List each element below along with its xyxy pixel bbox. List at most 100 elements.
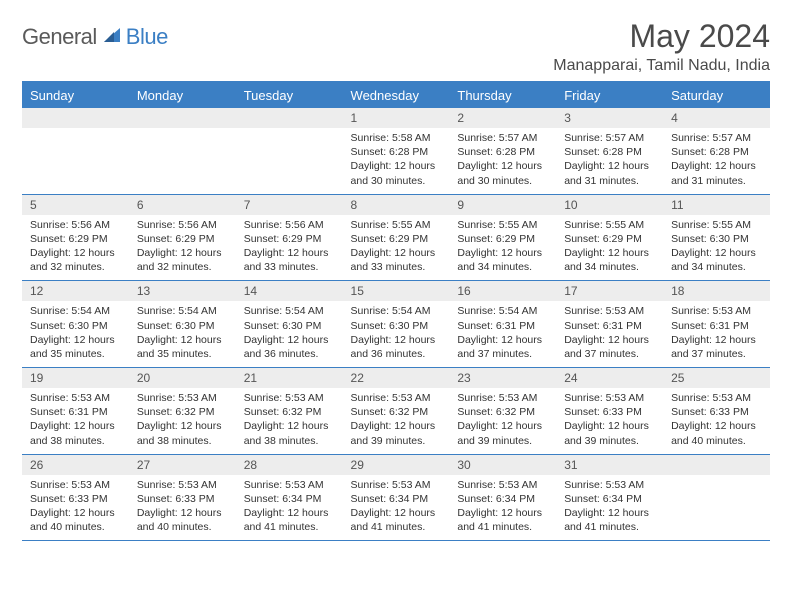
daylight-line: Daylight: 12 hours and 40 minutes. [137,506,228,534]
sunrise-line: Sunrise: 5:58 AM [351,131,442,145]
day-details: Sunrise: 5:56 AMSunset: 6:29 PMDaylight:… [22,215,129,281]
daylight-line: Daylight: 12 hours and 32 minutes. [137,246,228,274]
dayname-saturday: Saturday [663,82,770,108]
logo-text-general: General [22,24,97,50]
sunset-line: Sunset: 6:32 PM [351,405,442,419]
empty-daynum [663,455,770,475]
daylight-line: Daylight: 12 hours and 35 minutes. [137,333,228,361]
sunrise-line: Sunrise: 5:53 AM [671,391,762,405]
dayname-monday: Monday [129,82,236,108]
sunset-line: Sunset: 6:34 PM [564,492,655,506]
daylight-line: Daylight: 12 hours and 39 minutes. [457,419,548,447]
dayname-sunday: Sunday [22,82,129,108]
sunrise-line: Sunrise: 5:53 AM [564,391,655,405]
day-details: Sunrise: 5:57 AMSunset: 6:28 PMDaylight:… [449,128,556,194]
empty-daytext [129,128,236,190]
calendar-week: 12Sunrise: 5:54 AMSunset: 6:30 PMDayligh… [22,281,770,368]
day-number: 24 [556,368,663,388]
sunset-line: Sunset: 6:29 PM [351,232,442,246]
empty-daynum [236,108,343,128]
day-number: 13 [129,281,236,301]
calendar-cell: 5Sunrise: 5:56 AMSunset: 6:29 PMDaylight… [22,194,129,281]
calendar-cell: 16Sunrise: 5:54 AMSunset: 6:31 PMDayligh… [449,281,556,368]
day-number: 25 [663,368,770,388]
dayname-thursday: Thursday [449,82,556,108]
daylight-line: Daylight: 12 hours and 36 minutes. [351,333,442,361]
day-details: Sunrise: 5:53 AMSunset: 6:33 PMDaylight:… [556,388,663,454]
location-text: Manapparai, Tamil Nadu, India [553,57,770,75]
sunset-line: Sunset: 6:28 PM [457,145,548,159]
sunrise-line: Sunrise: 5:53 AM [244,391,335,405]
day-number: 10 [556,195,663,215]
daylight-line: Daylight: 12 hours and 41 minutes. [351,506,442,534]
calendar-head: SundayMondayTuesdayWednesdayThursdayFrid… [22,82,770,108]
sunset-line: Sunset: 6:34 PM [351,492,442,506]
calendar-cell: 13Sunrise: 5:54 AMSunset: 6:30 PMDayligh… [129,281,236,368]
calendar-week: 19Sunrise: 5:53 AMSunset: 6:31 PMDayligh… [22,368,770,455]
sunrise-line: Sunrise: 5:57 AM [671,131,762,145]
daylight-line: Daylight: 12 hours and 41 minutes. [244,506,335,534]
day-details: Sunrise: 5:53 AMSunset: 6:33 PMDaylight:… [129,475,236,541]
day-number: 27 [129,455,236,475]
day-number: 15 [343,281,450,301]
sunset-line: Sunset: 6:29 PM [244,232,335,246]
daylight-line: Daylight: 12 hours and 39 minutes. [351,419,442,447]
calendar-cell [236,108,343,194]
sunset-line: Sunset: 6:31 PM [30,405,121,419]
day-number: 29 [343,455,450,475]
sunset-line: Sunset: 6:30 PM [137,319,228,333]
sunrise-line: Sunrise: 5:54 AM [30,304,121,318]
calendar-cell: 10Sunrise: 5:55 AMSunset: 6:29 PMDayligh… [556,194,663,281]
calendar-cell: 24Sunrise: 5:53 AMSunset: 6:33 PMDayligh… [556,368,663,455]
day-details: Sunrise: 5:58 AMSunset: 6:28 PMDaylight:… [343,128,450,194]
sunrise-line: Sunrise: 5:55 AM [564,218,655,232]
calendar-cell: 20Sunrise: 5:53 AMSunset: 6:32 PMDayligh… [129,368,236,455]
daylight-line: Daylight: 12 hours and 41 minutes. [564,506,655,534]
calendar-cell: 11Sunrise: 5:55 AMSunset: 6:30 PMDayligh… [663,194,770,281]
day-number: 1 [343,108,450,128]
sunset-line: Sunset: 6:33 PM [564,405,655,419]
day-number: 6 [129,195,236,215]
sunset-line: Sunset: 6:28 PM [564,145,655,159]
sunset-line: Sunset: 6:32 PM [137,405,228,419]
sunset-line: Sunset: 6:29 PM [564,232,655,246]
day-number: 17 [556,281,663,301]
calendar-cell: 28Sunrise: 5:53 AMSunset: 6:34 PMDayligh… [236,454,343,541]
sunset-line: Sunset: 6:30 PM [30,319,121,333]
daylight-line: Daylight: 12 hours and 37 minutes. [457,333,548,361]
daylight-line: Daylight: 12 hours and 33 minutes. [244,246,335,274]
day-details: Sunrise: 5:53 AMSunset: 6:31 PMDaylight:… [663,301,770,367]
calendar-cell: 19Sunrise: 5:53 AMSunset: 6:31 PMDayligh… [22,368,129,455]
day-details: Sunrise: 5:53 AMSunset: 6:32 PMDaylight:… [129,388,236,454]
sunrise-line: Sunrise: 5:53 AM [457,391,548,405]
day-number: 9 [449,195,556,215]
sunrise-line: Sunrise: 5:53 AM [671,304,762,318]
calendar-cell: 27Sunrise: 5:53 AMSunset: 6:33 PMDayligh… [129,454,236,541]
sunrise-line: Sunrise: 5:53 AM [564,304,655,318]
calendar-cell: 21Sunrise: 5:53 AMSunset: 6:32 PMDayligh… [236,368,343,455]
calendar-cell: 17Sunrise: 5:53 AMSunset: 6:31 PMDayligh… [556,281,663,368]
day-number: 4 [663,108,770,128]
daylight-line: Daylight: 12 hours and 38 minutes. [137,419,228,447]
sunrise-line: Sunrise: 5:53 AM [30,478,121,492]
day-details: Sunrise: 5:55 AMSunset: 6:29 PMDaylight:… [556,215,663,281]
dayname-wednesday: Wednesday [343,82,450,108]
daylight-line: Daylight: 12 hours and 39 minutes. [564,419,655,447]
calendar-cell: 31Sunrise: 5:53 AMSunset: 6:34 PMDayligh… [556,454,663,541]
sunrise-line: Sunrise: 5:54 AM [351,304,442,318]
day-number: 31 [556,455,663,475]
sunset-line: Sunset: 6:34 PM [457,492,548,506]
day-details: Sunrise: 5:53 AMSunset: 6:33 PMDaylight:… [22,475,129,541]
day-number: 21 [236,368,343,388]
logo-sail-icon [102,26,122,49]
day-number: 20 [129,368,236,388]
calendar-body: 1Sunrise: 5:58 AMSunset: 6:28 PMDaylight… [22,108,770,541]
daylight-line: Daylight: 12 hours and 40 minutes. [30,506,121,534]
day-details: Sunrise: 5:53 AMSunset: 6:34 PMDaylight:… [236,475,343,541]
day-number: 26 [22,455,129,475]
day-number: 3 [556,108,663,128]
calendar-cell: 6Sunrise: 5:56 AMSunset: 6:29 PMDaylight… [129,194,236,281]
day-details: Sunrise: 5:57 AMSunset: 6:28 PMDaylight:… [663,128,770,194]
day-details: Sunrise: 5:54 AMSunset: 6:31 PMDaylight:… [449,301,556,367]
day-details: Sunrise: 5:53 AMSunset: 6:34 PMDaylight:… [556,475,663,541]
